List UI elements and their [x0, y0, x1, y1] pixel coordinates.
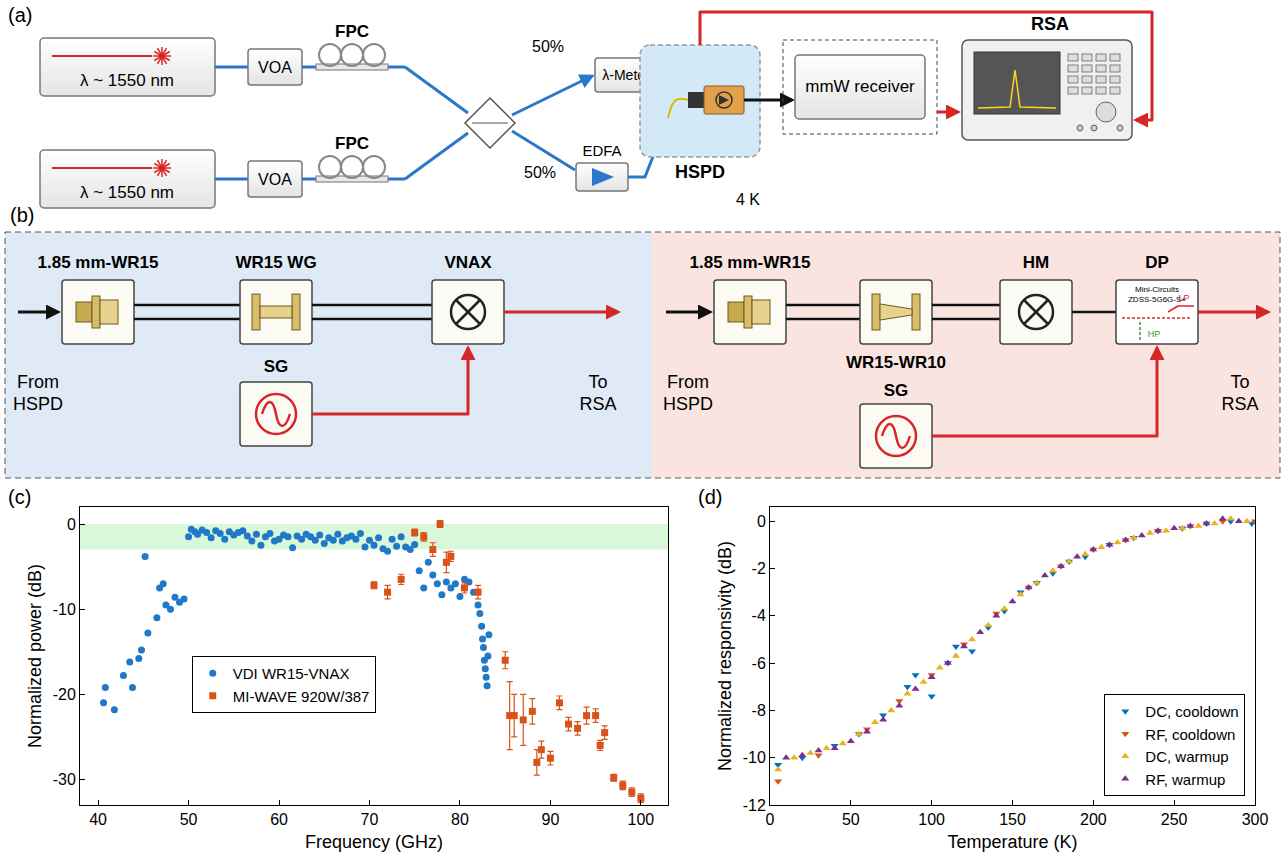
svg-text:HSPD: HSPD: [13, 394, 63, 414]
svg-text:-2: -2: [752, 560, 766, 577]
svg-text:HP: HP: [1148, 329, 1161, 339]
svg-text:-12: -12: [743, 797, 766, 814]
svg-text:40: 40: [89, 811, 107, 828]
svg-text:60: 60: [270, 811, 288, 828]
svg-text:WR15-WR10: WR15-WR10: [846, 353, 946, 372]
svg-text:80: 80: [451, 811, 469, 828]
svg-text:Mini-Circuits: Mini-Circuits: [1135, 285, 1179, 294]
svg-text:DC, warmup: DC, warmup: [1145, 748, 1228, 765]
svg-text:-6: -6: [752, 655, 766, 672]
svg-text:RSA: RSA: [1221, 394, 1258, 414]
svg-text:100: 100: [628, 811, 655, 828]
svg-text:HSPD: HSPD: [675, 162, 725, 182]
svg-text:SG: SG: [884, 381, 909, 400]
svg-text:90: 90: [542, 811, 560, 828]
svg-text:From: From: [17, 372, 59, 392]
svg-text:50%: 50%: [532, 38, 564, 55]
svg-text:4 K: 4 K: [736, 191, 760, 208]
svg-text:-30: -30: [53, 771, 76, 788]
svg-text:mmW receiver: mmW receiver: [805, 77, 915, 96]
html-text:(c): (c): [8, 486, 32, 508]
svg-text:To: To: [1230, 372, 1249, 392]
svg-text:(a): (a): [8, 4, 32, 26]
svg-text:-20: -20: [53, 686, 76, 703]
svg-text:200: 200: [1080, 811, 1107, 828]
svg-text:DC, cooldown: DC, cooldown: [1145, 703, 1238, 720]
svg-text:(b): (b): [10, 204, 34, 226]
svg-text:MI-WAVE 920W/387: MI-WAVE 920W/387: [233, 688, 370, 705]
svg-text:-10: -10: [743, 749, 766, 766]
svg-text:RSA: RSA: [1031, 14, 1069, 34]
svg-text:HSPD: HSPD: [663, 394, 713, 414]
svg-text:SG: SG: [264, 357, 289, 376]
svg-text:Normalized responsivity (dB): Normalized responsivity (dB): [715, 541, 735, 771]
svg-text:λ-Meter: λ-Meter: [602, 67, 650, 83]
svg-text:70: 70: [361, 811, 379, 828]
svg-text:300: 300: [1242, 811, 1269, 828]
svg-text:100: 100: [918, 811, 945, 828]
svg-text:VOA: VOA: [258, 59, 292, 76]
svg-text:0: 0: [67, 516, 76, 533]
svg-text:FPC: FPC: [335, 22, 369, 41]
svg-text:VDI WR15-VNAX: VDI WR15-VNAX: [233, 665, 350, 682]
svg-text:RF, cooldown: RF, cooldown: [1145, 726, 1235, 743]
svg-text:To: To: [588, 372, 607, 392]
svg-text:RF, warmup: RF, warmup: [1145, 771, 1225, 788]
svg-text:Temperature (K): Temperature (K): [947, 832, 1077, 852]
svg-text:Normalized power (dB): Normalized power (dB): [25, 564, 45, 748]
html-text:(d): (d): [698, 486, 723, 508]
svg-text:0: 0: [757, 513, 766, 530]
svg-text:250: 250: [1161, 811, 1188, 828]
svg-text:1.85 mm-WR15: 1.85 mm-WR15: [38, 253, 159, 272]
svg-text:ZDSS-5G6G-S+: ZDSS-5G6G-S+: [1128, 295, 1186, 304]
svg-text:LP: LP: [1178, 293, 1189, 303]
svg-text:λ ~ 1550 nm: λ ~ 1550 nm: [80, 71, 174, 90]
svg-text:-4: -4: [752, 607, 766, 624]
svg-text:-8: -8: [752, 702, 766, 719]
svg-text:RSA: RSA: [579, 394, 616, 414]
svg-text:FPC: FPC: [335, 134, 369, 153]
svg-text:HM: HM: [1023, 253, 1049, 272]
svg-text:From: From: [667, 372, 709, 392]
svg-text:1.85 mm-WR15: 1.85 mm-WR15: [690, 253, 811, 272]
svg-text:DP: DP: [1145, 253, 1169, 272]
svg-text:λ ~ 1550 nm: λ ~ 1550 nm: [80, 183, 174, 202]
svg-text:50: 50: [180, 811, 198, 828]
svg-text:WR15 WG: WR15 WG: [235, 253, 316, 272]
svg-text:VOA: VOA: [258, 171, 292, 188]
svg-text:0: 0: [766, 811, 775, 828]
svg-text:VNAX: VNAX: [444, 253, 492, 272]
svg-text:50: 50: [842, 811, 860, 828]
svg-text:Frequency (GHz): Frequency (GHz): [305, 832, 443, 852]
svg-text:EDFA: EDFA: [582, 142, 621, 159]
svg-text:150: 150: [999, 811, 1026, 828]
svg-text:50%: 50%: [524, 164, 556, 181]
svg-text:-10: -10: [53, 601, 76, 618]
